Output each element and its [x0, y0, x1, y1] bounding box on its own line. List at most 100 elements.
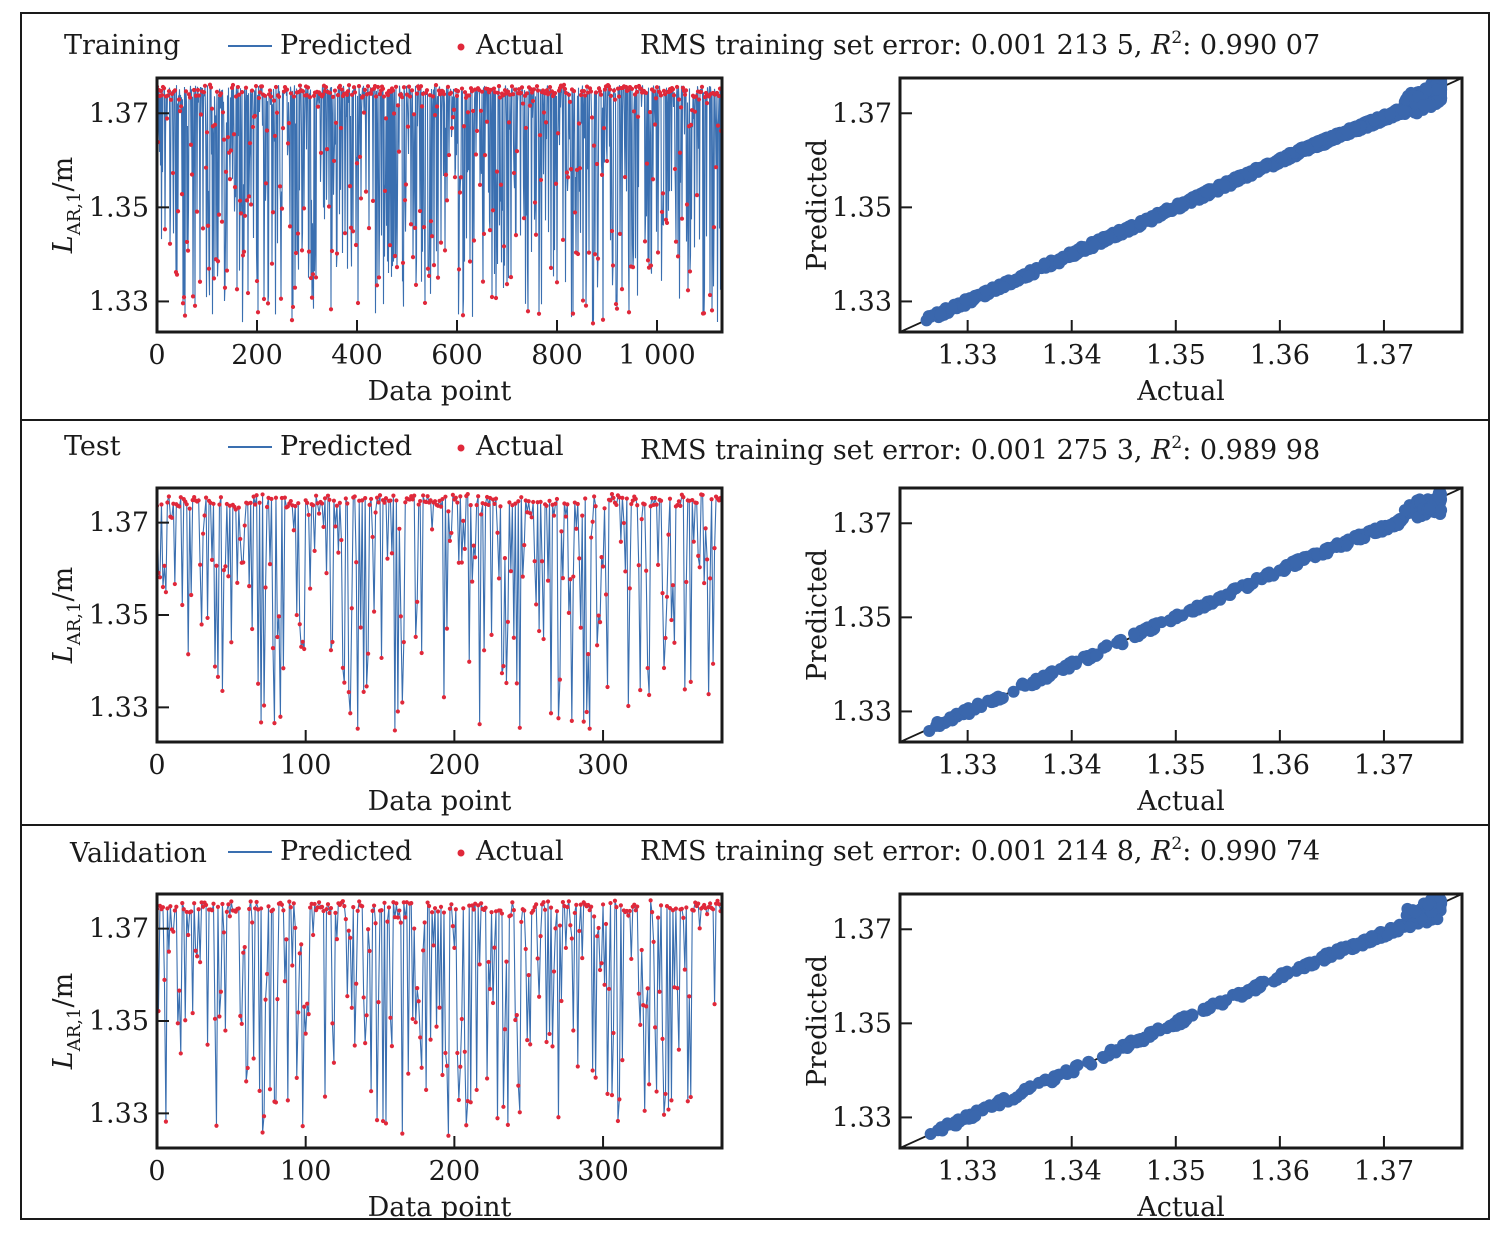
- actual-point: [245, 1065, 250, 1071]
- actual-point: [600, 564, 606, 569]
- actual-point: [542, 907, 548, 912]
- actual-point: [282, 979, 287, 984]
- actual-point: [614, 502, 619, 508]
- scatter-point: [1435, 504, 1448, 517]
- actual-point: [227, 914, 232, 919]
- actual-point: [562, 86, 568, 92]
- actual-point: [471, 907, 476, 912]
- actual-point: [706, 692, 711, 697]
- actual-point: [276, 94, 282, 99]
- actual-point: [363, 496, 368, 501]
- actual-point: [400, 1131, 405, 1136]
- actual-point: [658, 93, 664, 98]
- actual-point: [361, 689, 366, 694]
- scatter-point: [1422, 898, 1435, 911]
- actual-point: [395, 915, 400, 920]
- actual-point: [159, 502, 164, 507]
- actual-point: [364, 684, 369, 689]
- actual-point: [496, 576, 502, 581]
- actual-point: [564, 170, 570, 175]
- actual-point: [635, 503, 640, 508]
- scatter-point: [1404, 921, 1417, 934]
- actual-point: [708, 576, 713, 581]
- actual-point: [710, 661, 716, 666]
- actual-point: [350, 229, 356, 234]
- actual-point: [504, 959, 509, 964]
- actual-point: [694, 193, 700, 198]
- actual-point: [639, 517, 644, 522]
- actual-point: [534, 602, 539, 607]
- actual-point: [337, 83, 343, 88]
- actual-point: [455, 500, 460, 505]
- actual-point: [716, 93, 722, 99]
- scatter-point: [1231, 172, 1244, 185]
- actual-point: [688, 1094, 693, 1100]
- actual-point: [569, 718, 574, 723]
- actual-point: [681, 915, 686, 920]
- actual-point: [267, 562, 273, 567]
- actual-point: [223, 169, 229, 174]
- actual-point: [653, 96, 659, 101]
- actual-point: [226, 574, 231, 579]
- actual-point: [702, 580, 707, 586]
- actual-point: [426, 903, 432, 909]
- actual-point: [432, 499, 438, 504]
- actual-point: [644, 161, 650, 166]
- plot-frame: [898, 486, 1464, 744]
- actual-point: [180, 602, 185, 608]
- actual-point: [565, 904, 570, 910]
- actual-point: [465, 110, 471, 115]
- actual-point: [304, 93, 310, 98]
- actual-point: [648, 263, 654, 268]
- stats-r2-exp: 2: [1171, 834, 1182, 854]
- actual-point: [418, 1035, 423, 1040]
- actual-point: [247, 141, 253, 146]
- actual-point: [403, 500, 408, 505]
- actual-point: [241, 950, 246, 955]
- actual-point: [533, 232, 539, 237]
- actual-point: [202, 513, 207, 518]
- x-tick-label: 0: [148, 1156, 165, 1187]
- x-tick-label: 1.33: [938, 340, 998, 371]
- actual-point: [205, 1042, 210, 1047]
- actual-point: [189, 172, 195, 177]
- actual-point: [493, 496, 499, 501]
- actual-point: [581, 719, 586, 724]
- actual-point: [380, 86, 386, 91]
- actual-point: [279, 902, 284, 907]
- actual-point: [547, 498, 552, 503]
- actual-point: [407, 497, 412, 502]
- x-tick-label: 0: [148, 340, 165, 371]
- actual-point: [257, 90, 263, 95]
- actual-point: [669, 617, 674, 623]
- actual-point: [599, 172, 605, 177]
- actual-point: [661, 88, 667, 93]
- actual-point: [493, 295, 499, 301]
- x-tick-label: 800: [531, 340, 583, 371]
- actual-point: [241, 249, 247, 254]
- legend-predicted-label: Predicted: [280, 836, 412, 867]
- actual-point: [537, 133, 543, 138]
- actual-point: [311, 932, 316, 938]
- actual-point: [477, 182, 483, 187]
- actual-point: [256, 681, 261, 686]
- y-tick-label: 1.37: [89, 914, 149, 945]
- scatter-point: [986, 1100, 999, 1113]
- actual-point: [385, 556, 390, 561]
- actual-point: [220, 688, 225, 694]
- actual-point: [299, 942, 304, 947]
- actual-point: [383, 496, 389, 501]
- actual-point: [697, 926, 702, 931]
- y-axis-title: LAR,1/m: [48, 973, 85, 1070]
- actual-point: [294, 612, 299, 618]
- actual-point: [505, 1122, 510, 1127]
- actual-point: [705, 557, 710, 562]
- actual-point: [346, 83, 352, 88]
- actual-point: [529, 515, 534, 520]
- actual-point: [203, 165, 209, 170]
- actual-point: [360, 904, 365, 909]
- actual-point: [658, 498, 664, 503]
- actual-point: [513, 1017, 518, 1023]
- actual-point: [491, 86, 497, 91]
- actual-point: [305, 85, 311, 90]
